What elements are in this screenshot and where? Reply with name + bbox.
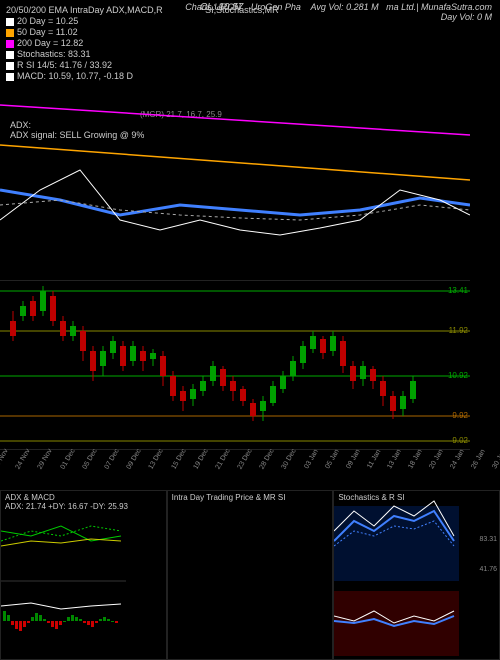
stochastics-panel: Stochastics & R SI 83.31 41.76 [333, 490, 500, 660]
sub-panels: ADX & MACD ADX: 21.74 +DY: 16.67 -DY: 25… [0, 490, 500, 660]
main-ema-chart [0, 60, 470, 260]
adx-panel: ADX & MACD ADX: 21.74 +DY: 16.67 -DY: 25… [0, 490, 167, 660]
top-info: Charts URGN UroGen Pha Avg Vol: 0.281 M … [185, 2, 492, 22]
date-axis: 20 Nov24 Nov29 Nov01 Dec05 Dec07 Dec09 D… [0, 450, 470, 480]
candlestick-chart: 13.4111.9210.929.929.02 [0, 280, 470, 450]
intraday-panel: Intra Day Trading Price & MR SI [167, 490, 334, 660]
title-left: 20/50/200 EMA IntraDay ADX,MACD,R [6, 5, 163, 15]
